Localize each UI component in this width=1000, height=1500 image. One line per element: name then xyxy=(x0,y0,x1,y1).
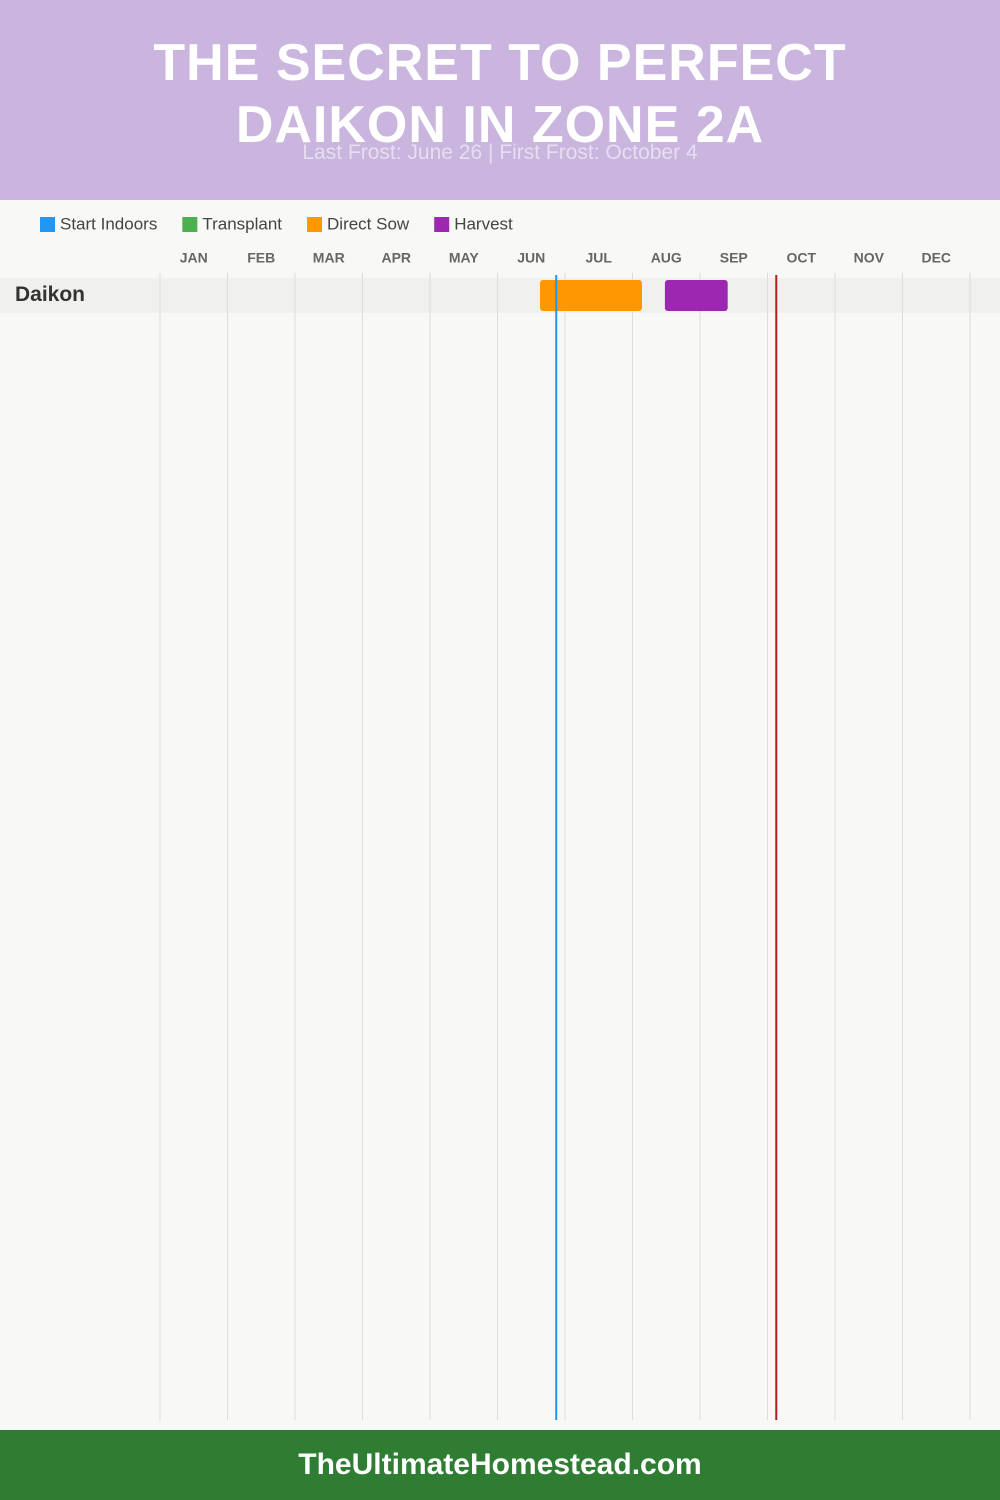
month-label: OCT xyxy=(786,250,816,266)
month-label: FEB xyxy=(247,250,275,266)
month-label: APR xyxy=(381,250,411,266)
bar xyxy=(540,280,642,311)
legend-swatch xyxy=(182,217,198,232)
row-band xyxy=(0,278,1000,313)
month-label: NOV xyxy=(854,250,885,266)
crop-label: Daikon xyxy=(15,283,85,306)
header: THE SECRET TO PERFECT DAIKON IN ZONE 2A … xyxy=(0,0,1000,200)
month-label: JAN xyxy=(180,250,208,266)
legend-swatch xyxy=(40,217,55,232)
legend-label: Start Indoors xyxy=(60,214,157,233)
chart: JAN FEB MAR APR MAY JUN JUL AUG SEP OCT NOV DEC Star… xyxy=(0,214,1000,1420)
chart-title: THE SECRET TO PERFECT DAIKON IN ZONE 2A xyxy=(153,34,847,154)
month-label: MAR xyxy=(313,250,345,266)
chart-subtitle: Last Frost: June 26 | First Frost: Octob… xyxy=(302,141,698,164)
legend-swatch xyxy=(434,217,450,232)
bar xyxy=(664,280,728,311)
month-label: MAY xyxy=(449,250,479,266)
month-label: JUL xyxy=(586,250,613,266)
footer: TheUltimateHomestead.com xyxy=(0,1430,1000,1500)
legend-label: Direct Sow xyxy=(327,214,410,233)
legend-label: Harvest xyxy=(454,214,513,233)
legend-swatch xyxy=(307,217,323,232)
month-label: SEP xyxy=(720,250,748,266)
month-label: DEC xyxy=(921,250,951,266)
month-label: JUN xyxy=(517,250,545,266)
legend-label: Transplant xyxy=(202,214,282,233)
month-label: AUG xyxy=(651,250,682,266)
